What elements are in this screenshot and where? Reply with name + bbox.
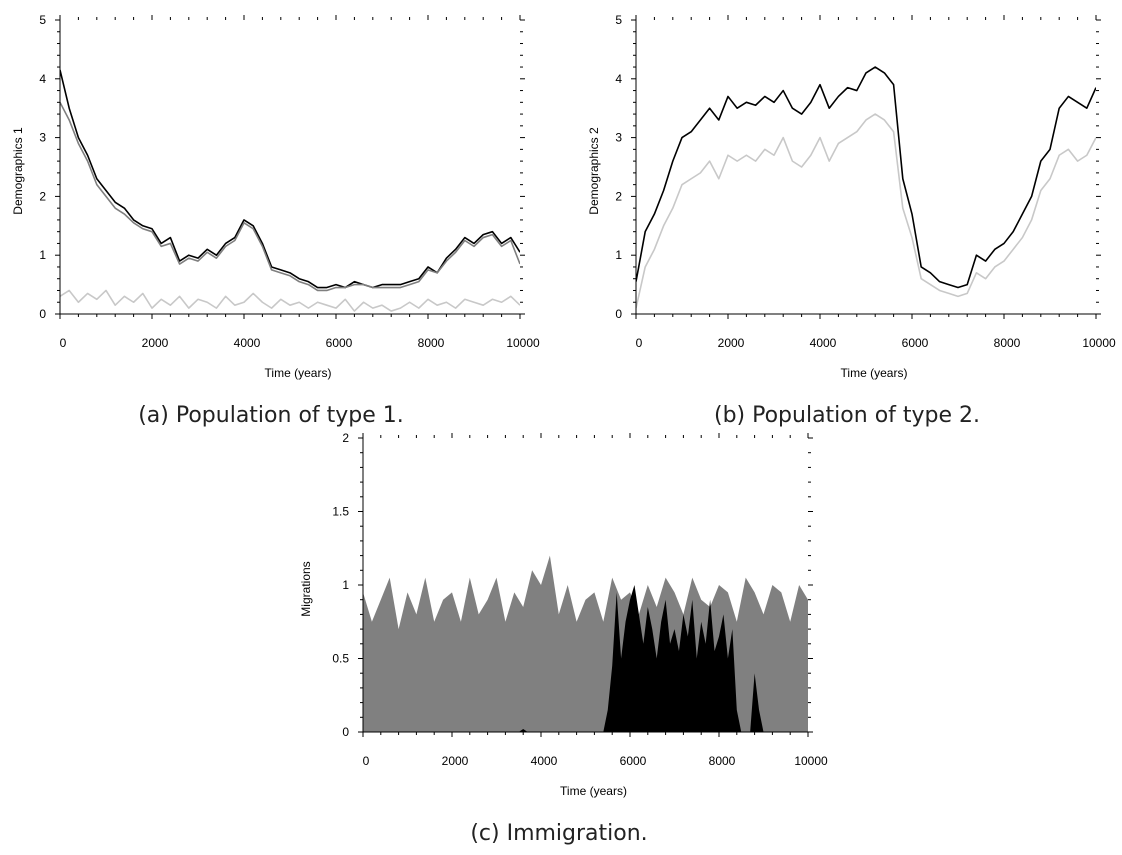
chart-b: 0 2000 4000 6000 8000 10000 0 1 2 3 4 5 Time (years)… xyxy=(587,13,1116,428)
y-tick-label: 4 xyxy=(615,72,622,86)
area-series-1 xyxy=(363,585,808,732)
y-tick-label: 2 xyxy=(342,431,349,445)
plot-area-a xyxy=(60,69,520,312)
y-tick-label: 1.5 xyxy=(332,505,349,519)
x-tick-label: 0 xyxy=(363,754,370,768)
y-tick-label: 5 xyxy=(615,13,622,27)
y-tick-label: 2 xyxy=(615,189,622,203)
y-axis-label: Demographics 2 xyxy=(587,127,601,215)
y-tick-label: 3 xyxy=(39,131,46,145)
x-tick-label: 0 xyxy=(636,336,643,350)
y-axis-label: Demographics 1 xyxy=(11,127,25,215)
chart-c: 0 2000 4000 6000 8000 10000 0 0.5 1 1.5 2 Time (yea… xyxy=(299,431,828,846)
x-tick-label: 8000 xyxy=(994,336,1021,350)
line-series-1 xyxy=(60,101,520,292)
line-series-2 xyxy=(60,289,520,312)
chart-caption: (a) Population of type 1. xyxy=(138,403,404,428)
chart-a: 0 2000 4000 6000 8000 10000 0 1 2 3 4 5 Time (years)… xyxy=(11,13,540,428)
y-tick-label: 1 xyxy=(342,578,349,592)
x-tick-label: 2000 xyxy=(142,336,169,350)
x-tick-label: 2000 xyxy=(442,754,469,768)
x-axis-label: Time (years) xyxy=(560,784,627,798)
y-tick-label: 0.5 xyxy=(332,652,349,666)
x-tick-label: 10000 xyxy=(794,754,828,768)
line-series-1 xyxy=(636,113,1096,309)
x-tick-label: 2000 xyxy=(718,336,745,350)
y-tick-label: 4 xyxy=(39,72,46,86)
line-series-0 xyxy=(60,69,520,289)
y-tick-label: 0 xyxy=(342,725,349,739)
x-axis-label: Time (years) xyxy=(841,366,908,380)
x-tick-label: 0 xyxy=(60,336,67,350)
x-tick-label: 6000 xyxy=(620,754,647,768)
y-tick-label: 1 xyxy=(615,248,622,262)
chart-caption: (c) Immigration. xyxy=(470,821,647,846)
x-tick-label: 8000 xyxy=(418,336,445,350)
y-tick-label: 3 xyxy=(615,131,622,145)
x-tick-label: 10000 xyxy=(506,336,540,350)
plot-area-b xyxy=(636,66,1096,309)
area-series-0 xyxy=(363,555,808,732)
y-tick-label: 2 xyxy=(39,189,46,203)
line-series-0 xyxy=(636,66,1096,289)
x-axis-label: Time (years) xyxy=(265,366,332,380)
chart-caption: (b) Population of type 2. xyxy=(714,403,980,428)
y-tick-label: 1 xyxy=(39,248,46,262)
y-tick-label: 5 xyxy=(39,13,46,27)
x-tick-label: 8000 xyxy=(709,754,736,768)
plot-area-c xyxy=(363,555,808,732)
x-tick-label: 6000 xyxy=(902,336,929,350)
y-axis-label: Migrations xyxy=(299,561,313,616)
x-tick-label: 4000 xyxy=(810,336,837,350)
y-tick-label: 0 xyxy=(39,307,46,321)
x-tick-label: 4000 xyxy=(531,754,558,768)
x-tick-label: 10000 xyxy=(1082,336,1116,350)
x-tick-label: 6000 xyxy=(326,336,353,350)
x-tick-label: 4000 xyxy=(234,336,261,350)
y-tick-label: 0 xyxy=(615,307,622,321)
